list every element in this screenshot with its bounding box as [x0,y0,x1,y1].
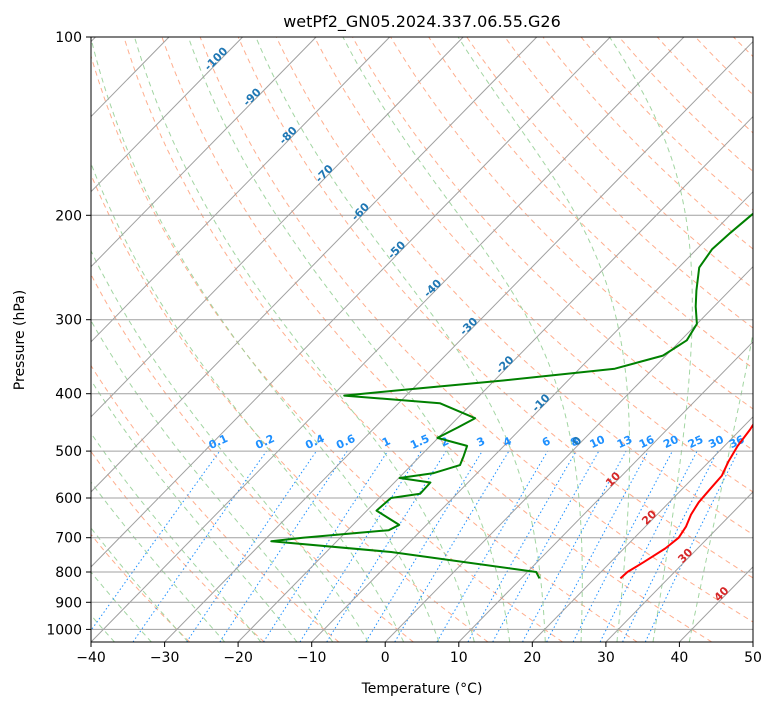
mixing-ratio-line [467,450,577,642]
dry-adiabat-line [123,37,638,642]
isotherm-line [311,190,753,642]
isotherm-line [164,40,753,642]
moist-adiabat-line [91,481,225,642]
x-tick-label: 50 [744,650,762,666]
isotherm-line [91,37,391,343]
background-lines [91,37,753,642]
x-tick-label: −30 [150,650,180,666]
moist-adiabat-line [457,37,631,642]
moist-adiabat-line [609,37,693,642]
isotherm-line [91,37,243,193]
mixing-ratio-line [219,450,348,642]
moist-adiabat-line [91,432,262,642]
y-tick-label: 200 [55,208,82,224]
moist-adiabat-line [255,37,546,642]
moist-adiabat-line [91,527,189,642]
dry-adiabat-line [91,533,191,642]
chart-title: wetPf2_GN05.2024.337.06.55.G26 [283,12,561,32]
plot-frame [90,36,754,643]
moist-adiabat-line [91,37,440,642]
moist-adiabat-line [91,379,298,642]
mixing-ratio-label: 36 [727,433,747,451]
x-tick-label: 10 [450,650,468,666]
dry-adiabat-line [91,273,414,642]
isotherm-line [91,37,317,268]
mixing-ratio-label: 30 [706,433,726,451]
y-tick-label: 500 [55,444,82,460]
x-tick-label: 0 [381,650,390,666]
moist-adiabat-line [91,319,334,642]
dry-adiabat-line [542,37,753,250]
mixing-ratio-line [132,450,267,642]
dry-adiabat-line [313,37,753,493]
x-tick-label: 30 [597,650,615,666]
isotherm-line [91,37,464,418]
profile-lines [270,212,753,580]
x-tick-label: 40 [670,650,688,666]
dry-adiabat-line [91,173,489,642]
mixing-ratio-line [546,450,649,642]
isotherm-line [531,416,753,642]
dry-adiabat-line [466,37,753,329]
isotherm-line [384,265,753,642]
y-tick-label: 600 [55,491,82,507]
moist-adiabat-line [91,571,152,642]
x-tick-label: −10 [297,650,327,666]
mixing-ratio-line [263,450,389,642]
isotherm-line [91,37,685,642]
x-tick-label: 20 [523,650,541,666]
isotherm-line [458,341,753,642]
plot-area [91,37,753,642]
mixing-ratio-label: 25 [686,433,705,451]
mixing-ratio-label: 16 [637,433,657,451]
dry-adiabat-line [91,364,340,642]
isotherm-line [605,491,753,642]
dry-adiabat-line [161,37,713,642]
mixing-ratio-line [599,450,698,642]
y-tick-label: 700 [55,531,82,547]
isotherm-line [237,115,753,642]
moist-adiabat-line [91,162,405,642]
y-tick-label: 900 [55,595,82,611]
mixing-ratio-line [522,450,627,642]
y-tick-label: 400 [55,387,82,403]
dry-adiabat-line [580,37,753,211]
y-axis: 100 200 300 400 500 600 700 800 900 1000 [46,30,91,638]
x-axis: −40 −30 −20 −10 0 10 20 30 40 50 [76,642,762,666]
mixing-ratio-label: 13 [615,433,634,451]
isotherm-line [91,37,611,568]
mixing-ratio-line [91,450,221,632]
dewpoint-profile-line [270,212,753,579]
y-tick-label: 100 [55,30,82,46]
mixing-ratio-label: 10 [588,433,608,451]
dry-adiabat-line [504,37,753,289]
temperature-profile-line [619,422,753,580]
isotherm-line [91,37,538,493]
x-axis-title: Temperature (°C) [361,681,483,697]
dry-adiabat-line [275,37,753,536]
moist-adiabat-line [91,249,369,642]
x-tick-label: −40 [76,650,106,666]
mixing-ratio-line [299,450,422,642]
y-axis-title: Pressure (hPa) [12,290,28,390]
mixing-ratio-line [365,450,483,642]
mixing-ratio-line [186,450,317,642]
x-tick-label: −20 [223,650,253,666]
dry-adiabat-line [199,37,753,623]
dry-adiabat-line [428,37,753,369]
dry-adiabat-line [237,37,753,579]
moist-adiabat-line [134,37,475,642]
y-tick-label: 800 [55,565,82,581]
mixing-ratio-line [622,450,719,642]
mixing-ratio-label: 20 [661,433,681,451]
y-tick-label: 1000 [46,622,82,638]
y-tick-label: 300 [55,313,82,329]
